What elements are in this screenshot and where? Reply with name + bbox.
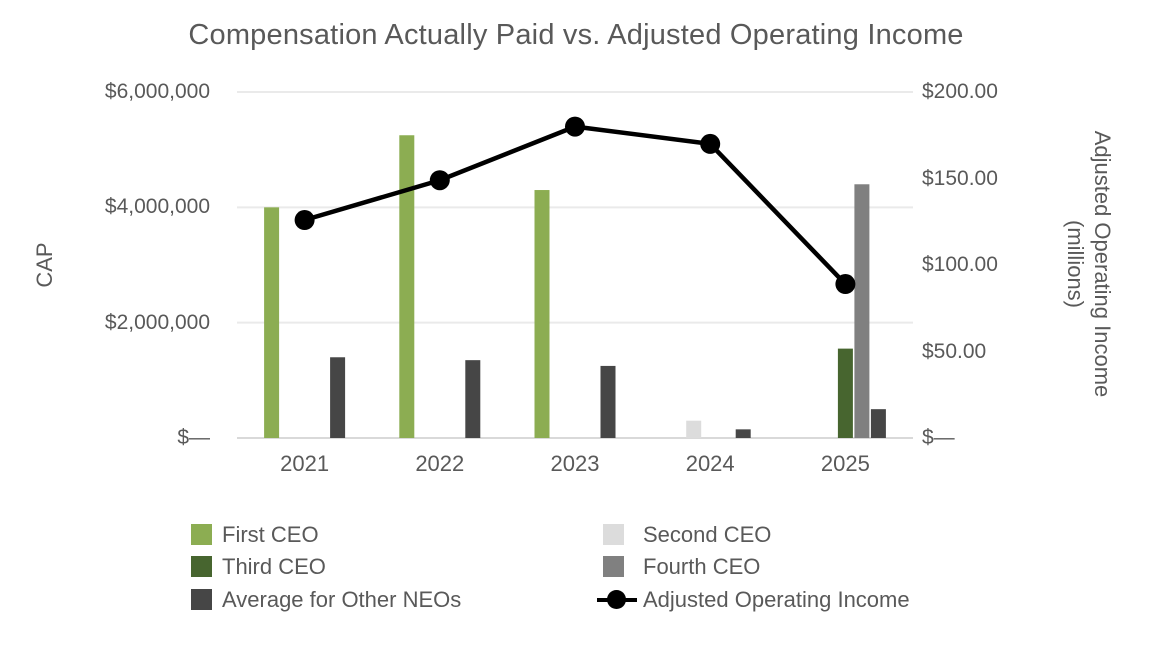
legend-swatch-fourth-ceo <box>603 556 624 577</box>
x-axis-label-2025: 2025 <box>820 451 870 476</box>
point-adjusted-operating-income-2024 <box>700 133 721 154</box>
legend-label-second-ceo: Second CEO <box>643 522 772 547</box>
right-axis-tick-100: $100.00 <box>922 253 998 276</box>
legend-swatch-third-ceo <box>191 556 212 577</box>
x-axis-label-2024: 2024 <box>685 451 735 476</box>
left-axis-tick-6000000: $6,000,000 <box>104 80 210 103</box>
chart-title: Compensation Actually Paid vs. Adjusted … <box>188 19 964 51</box>
x-axis-label-2022: 2022 <box>415 451 465 476</box>
x-axis-label-2021: 2021 <box>280 451 330 476</box>
x-axis-label-2023: 2023 <box>550 451 600 476</box>
bar-first-ceo-2022 <box>399 135 415 438</box>
point-adjusted-operating-income-2023 <box>565 116 585 137</box>
bar-second-ceo-2024 <box>686 420 702 438</box>
legend-swatch-second-ceo <box>603 524 624 545</box>
legend-label-adjusted-operating-income: Adjusted Operating Income <box>643 587 910 612</box>
legend-swatch-first-ceo <box>191 524 212 545</box>
line-adjusted-operating-income <box>303 124 848 286</box>
bar-average-for-other-neos-2024 <box>735 429 751 438</box>
bar-first-ceo-2023 <box>534 190 550 438</box>
bar-average-for-other-neos-2023 <box>600 365 616 438</box>
bar-average-for-other-neos-2025 <box>870 409 886 438</box>
right-axis-tick-50: $50.00 <box>922 339 987 363</box>
legend-label-fourth-ceo: Fourth CEO <box>643 554 761 579</box>
legend-label-third-ceo: Third CEO <box>222 554 326 579</box>
bar-third-ceo-2025 <box>837 348 853 438</box>
bar-average-for-other-neos-2021 <box>330 357 346 438</box>
left-axis-tick-2000000: $2,000,000 <box>104 310 210 334</box>
legend-dot-marker-adjusted-operating-income <box>607 590 626 609</box>
left-axis-tick-0: $— <box>177 426 210 449</box>
right-axis-tick-150: $150.00 <box>922 166 998 190</box>
bar-first-ceo-2021 <box>264 207 280 438</box>
legend-label-first-ceo: First CEO <box>222 522 319 547</box>
left-axis-tick-4000000: $4,000,000 <box>104 195 210 219</box>
point-adjusted-operating-income-2025 <box>835 274 856 295</box>
right-axis-tick-200: $200.00 <box>922 80 998 103</box>
legend-label-average-for-other-neos: Average for Other NEOs <box>222 587 462 612</box>
bar-average-for-other-neos-2022 <box>465 360 481 438</box>
point-adjusted-operating-income-2022 <box>429 170 450 191</box>
legend-swatch-average-for-other-neos <box>191 589 212 610</box>
right-axis-tick-0: $— <box>922 426 955 449</box>
bar-fourth-ceo-2025 <box>854 184 870 438</box>
point-adjusted-operating-income-2021 <box>294 210 315 231</box>
